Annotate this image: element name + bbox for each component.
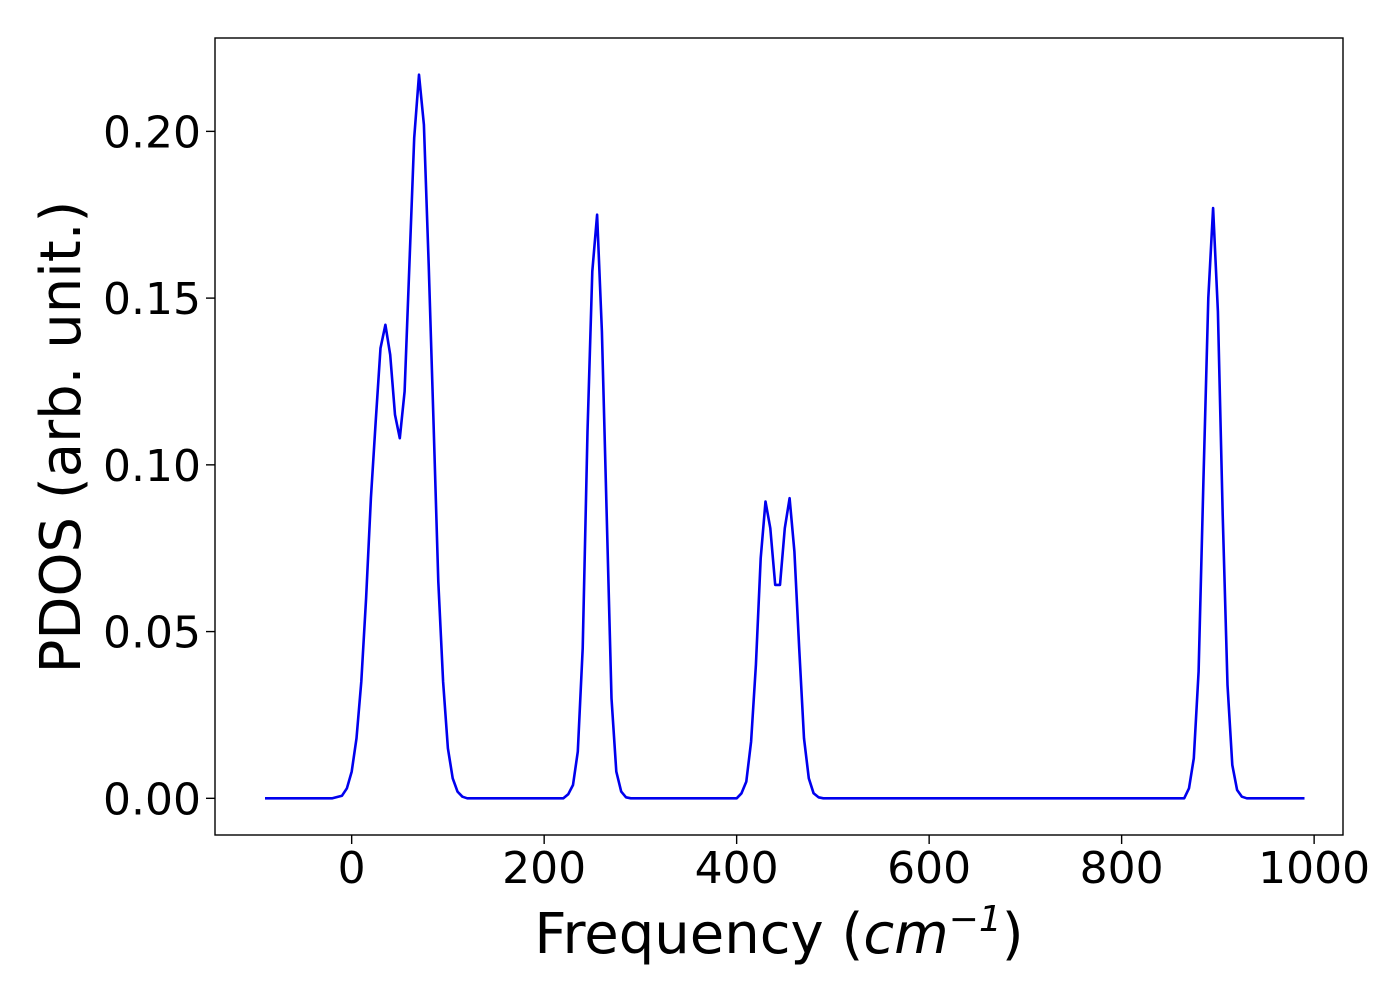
y-axis-label: PDOS (arb. unit.) [29, 201, 94, 674]
x-tick-label: 200 [502, 843, 586, 894]
x-tick-label: 600 [887, 843, 971, 894]
y-tick-label: 0.15 [103, 274, 201, 325]
y-tick-label: 0.20 [103, 107, 201, 158]
x-axis-ticks: 0 200 400 600 800 1000 [338, 835, 1370, 894]
plot-frame [214, 37, 1344, 836]
x-tick-label: 800 [1080, 843, 1164, 894]
y-axis-ticks: 0.00 0.05 0.10 0.15 0.20 [103, 107, 215, 825]
y-tick-label: 0.00 [103, 774, 201, 825]
x-tick-label: 1000 [1258, 843, 1370, 894]
x-tick-label: 400 [695, 843, 779, 894]
x-axis-label: Frequency (cm−1) [534, 899, 1023, 967]
y-tick-label: 0.10 [103, 441, 201, 492]
pdos-series-line [265, 73, 1305, 800]
series-layer [265, 73, 1305, 800]
y-tick-label: 0.05 [103, 608, 201, 659]
x-tick-label: 0 [338, 843, 366, 894]
